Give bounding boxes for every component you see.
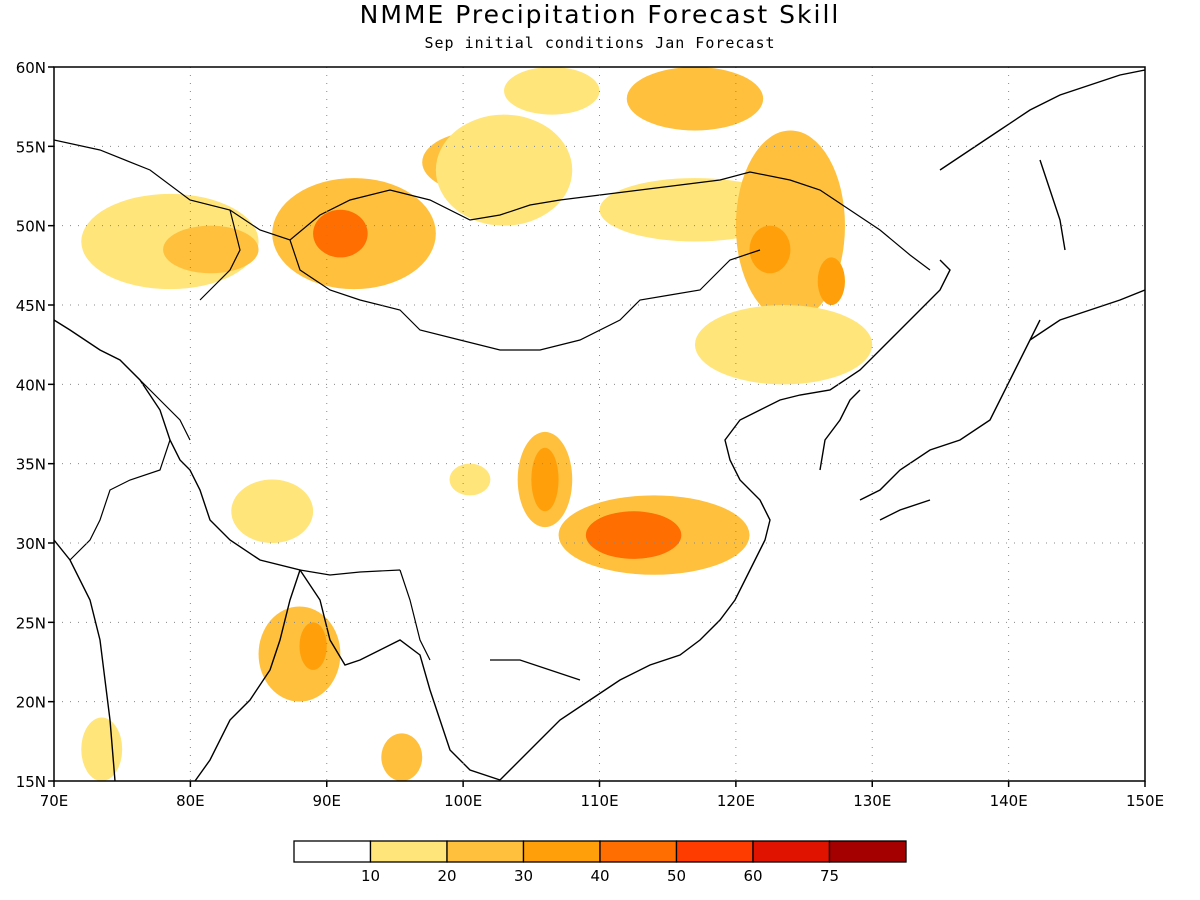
tick-label-lon: 140E	[990, 792, 1028, 810]
tick-label-lat: 25N	[16, 614, 46, 632]
latitude-ticks: 15N 20N 25N 30N 35N 40N 45N 50N 55N 60N	[16, 59, 54, 791]
tick-label-lat: 35N	[16, 456, 46, 474]
map-frame	[53, 66, 1146, 782]
tick-label-lon: 90E	[312, 792, 341, 810]
colorbar-swatch	[369, 840, 448, 863]
page-subtitle: Sep initial conditions Jan Forecast	[424, 34, 776, 52]
colorbar-swatch	[522, 840, 601, 863]
skill-region-yangtze-core	[585, 511, 682, 559]
tick-label-lon: 150E	[1126, 792, 1164, 810]
tick-label-lat: 45N	[16, 297, 46, 315]
longitude-ticks: 70E 80E 90E 100E 110E 120E 130E 140E 150E	[40, 781, 1164, 810]
colorbar-swatch	[446, 840, 525, 863]
colorbar-swatch	[293, 840, 372, 863]
tick-label-lon: 100E	[444, 792, 482, 810]
colorbar-label: 20	[437, 867, 456, 885]
tick-label-lat: 30N	[16, 535, 46, 553]
colorbar-label: 60	[743, 867, 762, 885]
tick-label-lat: 50N	[16, 218, 46, 236]
page-title: NMME Precipitation Forecast Skill	[359, 0, 841, 29]
tick-label-lon: 80E	[176, 792, 205, 810]
colorbar-label: 50	[667, 867, 686, 885]
tick-label-lat: 60N	[16, 59, 46, 77]
coastlines	[54, 69, 1145, 781]
skill-region-yakutia-south	[626, 67, 764, 131]
skill-region-india-west	[81, 717, 123, 781]
skill-region-bangladesh	[258, 606, 341, 702]
skill-region-central-siberia	[435, 114, 573, 226]
skill-region-kazakh-core	[163, 225, 259, 274]
colorbar-legend: 10 20 30 40 50 60 75	[293, 840, 907, 885]
skill-region-qinghai	[449, 463, 491, 496]
colorbar-swatch	[752, 840, 831, 863]
skill-region-altai-core	[313, 209, 368, 258]
colorbar-label: 75	[820, 867, 839, 885]
tick-label-lat: 55N	[16, 138, 46, 156]
map-gridlines	[54, 67, 1145, 781]
colorbar-swatch	[675, 840, 754, 863]
tick-label-lat: 40N	[16, 376, 46, 394]
colorbar-label: 40	[590, 867, 609, 885]
country-borders	[54, 139, 931, 681]
tick-label-lon: 120E	[717, 792, 755, 810]
tick-label-lon: 110E	[580, 792, 618, 810]
colorbar-label: 30	[514, 867, 533, 885]
skill-region-manchuria-core	[749, 225, 791, 274]
skill-region-manchuria-east	[817, 257, 845, 306]
skill-region-myanmar-coast	[381, 733, 423, 781]
skill-region-bangladesh-core	[299, 622, 327, 670]
colorbar-label: 10	[361, 867, 380, 885]
tick-label-lon: 70E	[40, 792, 69, 810]
tick-label-lat: 15N	[16, 773, 46, 791]
tick-label-lon: 130E	[853, 792, 891, 810]
colorbar-swatch	[828, 840, 907, 863]
colorbar-swatch	[599, 840, 678, 863]
skill-region-northeast-china-south	[694, 305, 873, 385]
skill-region-northern-siberia	[504, 67, 600, 115]
skill-region-tibet-west	[231, 479, 314, 543]
skill-shading	[81, 67, 873, 781]
tick-label-lat: 20N	[16, 694, 46, 712]
skill-region-sichuan-core	[531, 447, 559, 512]
